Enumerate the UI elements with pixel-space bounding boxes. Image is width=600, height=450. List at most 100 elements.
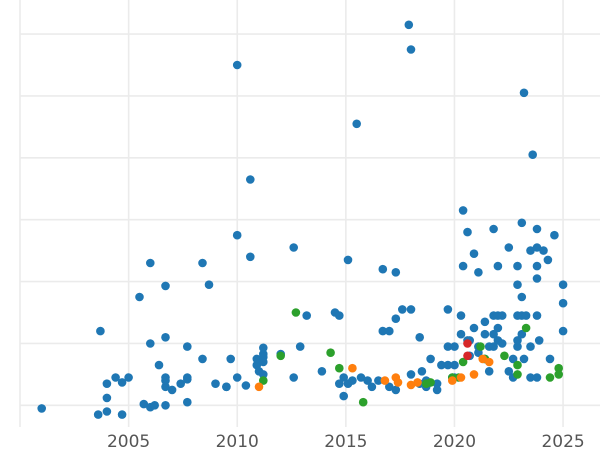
- data-point-s2-9: [469, 370, 479, 379]
- data-point-s0-39: [241, 381, 251, 390]
- data-point-s0-105: [469, 323, 479, 333]
- data-point-s0-10: [135, 292, 144, 302]
- data-point-s0-4: [102, 379, 112, 389]
- data-point-s0-82: [415, 333, 425, 342]
- data-point-s0-106: [469, 249, 479, 258]
- data-point-s0-149: [532, 243, 542, 252]
- data-point-s0-0: [37, 404, 46, 413]
- data-point-s0-15: [150, 401, 159, 410]
- data-point-s0-30: [198, 354, 207, 364]
- data-point-s0-94: [450, 342, 459, 351]
- data-point-s0-99: [458, 206, 468, 215]
- data-point-s0-32: [211, 379, 220, 389]
- data-point-s3-0: [463, 351, 472, 361]
- data-point-s0-29: [198, 258, 207, 268]
- data-point-s2-7: [448, 376, 457, 385]
- data-point-s0-31: [204, 280, 214, 290]
- data-point-s0-148: [532, 311, 542, 320]
- data-point-s0-141: [526, 373, 535, 382]
- data-point-s0-23: [167, 385, 177, 395]
- data-point-s0-14: [146, 258, 155, 268]
- data-point-s0-146: [532, 261, 542, 271]
- x-tick-label-1: 2010: [216, 432, 259, 450]
- data-point-s0-79: [406, 370, 416, 379]
- data-point-s1-17: [545, 373, 555, 382]
- data-point-s0-65: [356, 373, 366, 382]
- data-point-s0-83: [417, 367, 427, 376]
- x-axis-tick-labels: 2005 2010 2015 2020 2025: [107, 432, 585, 450]
- data-point-s0-145: [532, 373, 542, 382]
- data-point-s0-115: [489, 342, 498, 351]
- data-point-s0-24: [176, 379, 185, 389]
- data-point-s0-100: [458, 261, 468, 271]
- data-point-s0-73: [391, 314, 401, 324]
- data-point-s0-64: [352, 119, 362, 129]
- data-point-s0-123: [497, 339, 507, 348]
- data-point-s0-150: [532, 224, 542, 234]
- data-point-s0-13: [146, 339, 155, 348]
- data-point-s0-151: [534, 336, 544, 345]
- data-point-s0-135: [517, 292, 527, 302]
- data-point-s1-10: [458, 357, 468, 367]
- data-point-s0-54: [302, 311, 312, 320]
- data-point-s0-109: [474, 268, 483, 277]
- data-point-s0-8: [117, 410, 127, 419]
- data-point-s0-89: [437, 360, 446, 370]
- data-point-s1-14: [513, 360, 522, 370]
- data-point-s0-11: [139, 399, 149, 409]
- data-point-s0-78: [406, 45, 416, 54]
- data-point-s0-36: [232, 373, 242, 382]
- data-point-s0-67: [367, 382, 377, 392]
- data-point-s0-53: [295, 342, 305, 351]
- data-point-s0-132: [513, 280, 522, 290]
- data-point-s0-97: [456, 329, 466, 339]
- data-point-s1-4: [335, 363, 344, 373]
- data-point-s0-21: [161, 281, 170, 291]
- data-point-s2-1: [348, 363, 357, 373]
- data-point-s0-125: [504, 367, 514, 376]
- data-point-s2-6: [413, 378, 422, 387]
- data-point-s0-57: [335, 379, 344, 389]
- data-point-s0-156: [558, 280, 568, 290]
- data-point-s0-1: [93, 410, 103, 419]
- data-point-s0-127: [508, 354, 518, 364]
- data-point-s0-34: [222, 382, 231, 392]
- data-point-s2-8: [456, 373, 466, 382]
- data-point-s0-52: [289, 243, 299, 252]
- x-tick-label-2: 2015: [324, 432, 367, 450]
- data-point-s0-98: [456, 311, 466, 320]
- data-point-s2-4: [393, 378, 403, 387]
- data-point-s0-58: [335, 311, 344, 320]
- data-point-s2-2: [380, 376, 390, 385]
- data-point-s0-112: [480, 329, 490, 339]
- data-point-s0-7: [117, 378, 127, 387]
- data-point-s1-2: [291, 308, 301, 317]
- data-point-s0-60: [339, 373, 349, 382]
- data-point-s0-130: [513, 336, 522, 345]
- data-point-s0-133: [513, 261, 522, 271]
- data-point-s0-144: [528, 150, 537, 159]
- data-point-s0-118: [489, 329, 498, 339]
- data-point-s0-28: [183, 397, 192, 407]
- grid-lines: [19, 0, 600, 427]
- data-point-s0-157: [558, 298, 568, 308]
- data-point-s0-51: [289, 373, 299, 382]
- data-point-s0-61: [343, 255, 353, 265]
- data-point-s0-75: [391, 268, 401, 277]
- x-tick-label-4: 2025: [541, 432, 584, 450]
- data-point-s0-155: [550, 230, 559, 240]
- data-point-s0-5: [102, 393, 112, 403]
- data-point-s0-122: [493, 261, 503, 271]
- data-point-s0-158: [558, 326, 568, 336]
- data-point-s0-49: [259, 352, 268, 362]
- data-point-s0-16: [154, 360, 164, 370]
- data-point-s0-129: [513, 342, 522, 351]
- data-point-s0-59: [339, 391, 349, 401]
- data-point-s0-6: [111, 373, 120, 382]
- data-point-s0-142: [526, 342, 535, 351]
- data-point-s0-43: [252, 354, 262, 364]
- data-point-s0-27: [183, 342, 192, 351]
- data-point-s0-90: [443, 360, 453, 370]
- data-point-s0-38: [232, 230, 242, 240]
